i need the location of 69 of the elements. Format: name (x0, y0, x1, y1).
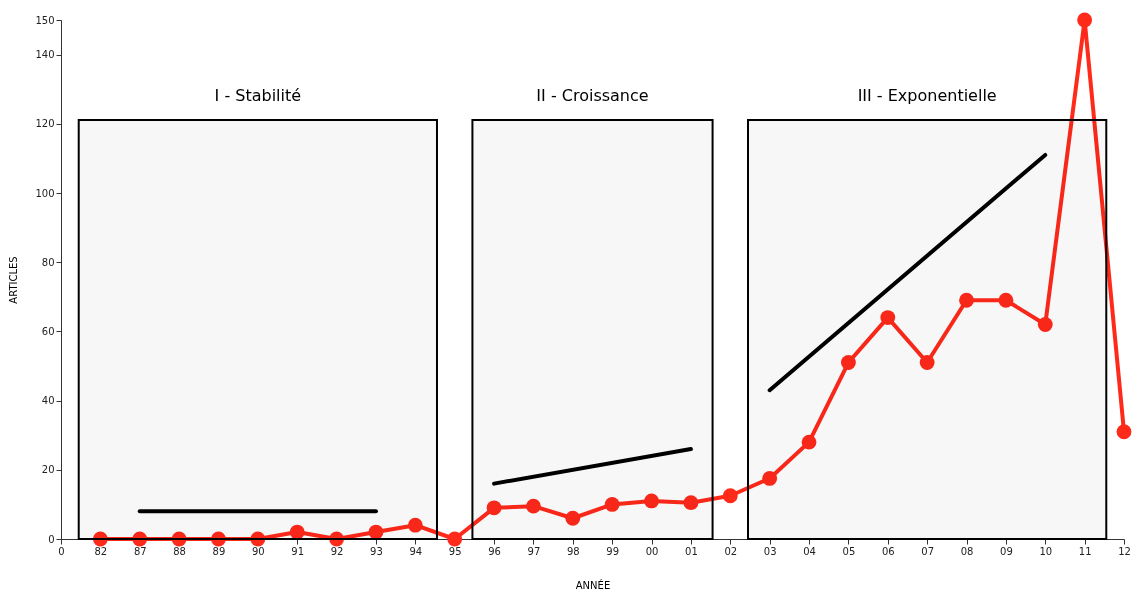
x-tick-label: 05 (842, 545, 856, 557)
x-tick-label: 02 (724, 545, 738, 557)
y-tick-label: 100 (35, 187, 55, 199)
point (565, 510, 581, 526)
point (840, 355, 856, 370)
x-tick-label: 89 (212, 545, 226, 557)
point (486, 500, 502, 516)
point (526, 498, 541, 514)
x-tick-label: 96 (488, 545, 501, 557)
x-tick-label: 88 (173, 545, 186, 557)
band-label: I - Stabilité (214, 86, 302, 105)
x-tick-label: 92 (330, 545, 344, 557)
point (447, 531, 463, 547)
point (683, 495, 699, 511)
point (604, 497, 620, 512)
x-tick-label: 10 (1039, 545, 1053, 557)
point (998, 292, 1014, 308)
y-axis-title: ARTICLES (8, 256, 20, 304)
x-tick-label: 98 (566, 545, 580, 557)
point (919, 355, 935, 370)
x-tick-label: 00 (645, 545, 659, 557)
y-tick-label: 20 (41, 464, 55, 476)
point (801, 434, 817, 450)
x-tick-label: 04 (803, 545, 816, 557)
x-tick-label: 91 (291, 545, 305, 557)
point (880, 310, 896, 325)
band-label: III - Exponentielle (857, 86, 997, 105)
point (1116, 424, 1132, 440)
point (762, 471, 778, 486)
band-label: II - Croissance (536, 86, 649, 105)
x-tick-label: 03 (763, 545, 777, 557)
x-tick-label: 95 (448, 545, 462, 557)
x-tick-label: 08 (960, 545, 974, 557)
x-tick-label: 0 (58, 545, 65, 557)
x-tick-label: 99 (606, 545, 620, 557)
point (171, 531, 187, 547)
point (407, 517, 423, 533)
point (132, 531, 148, 547)
y-tick-label: 120 (35, 118, 55, 130)
y-tick-label: 80 (41, 256, 55, 268)
point (1077, 12, 1093, 28)
point (92, 531, 108, 547)
point (1037, 317, 1053, 332)
y-tick-label: 40 (41, 395, 55, 407)
x-tick-label: 87 (133, 545, 147, 557)
point (211, 531, 226, 547)
x-tick-label: 12 (1118, 545, 1131, 557)
point (329, 531, 345, 547)
x-tick-label: 93 (370, 545, 383, 557)
x-tick-label: 07 (921, 545, 935, 557)
y-tick-label: 150 (35, 14, 55, 26)
y-tick-label: 0 (48, 533, 55, 545)
x-tick-label: 97 (527, 545, 541, 557)
point (289, 524, 305, 540)
x-tick-label: 90 (251, 545, 265, 557)
point (250, 531, 266, 547)
x-tick-label: 09 (1000, 545, 1013, 557)
x-tick-label: 82 (94, 545, 108, 557)
y-tick-label: 60 (41, 325, 55, 337)
x-tick-label: 11 (1078, 545, 1092, 557)
point (644, 493, 659, 509)
x-tick-label: 01 (685, 545, 698, 557)
point (959, 292, 974, 308)
point (368, 524, 384, 540)
x-tick-label: 94 (409, 545, 423, 557)
point (722, 488, 738, 504)
x-axis-title: ANNÉE (575, 578, 611, 591)
y-tick-label: 140 (35, 49, 55, 61)
x-tick-label: 06 (881, 545, 895, 557)
